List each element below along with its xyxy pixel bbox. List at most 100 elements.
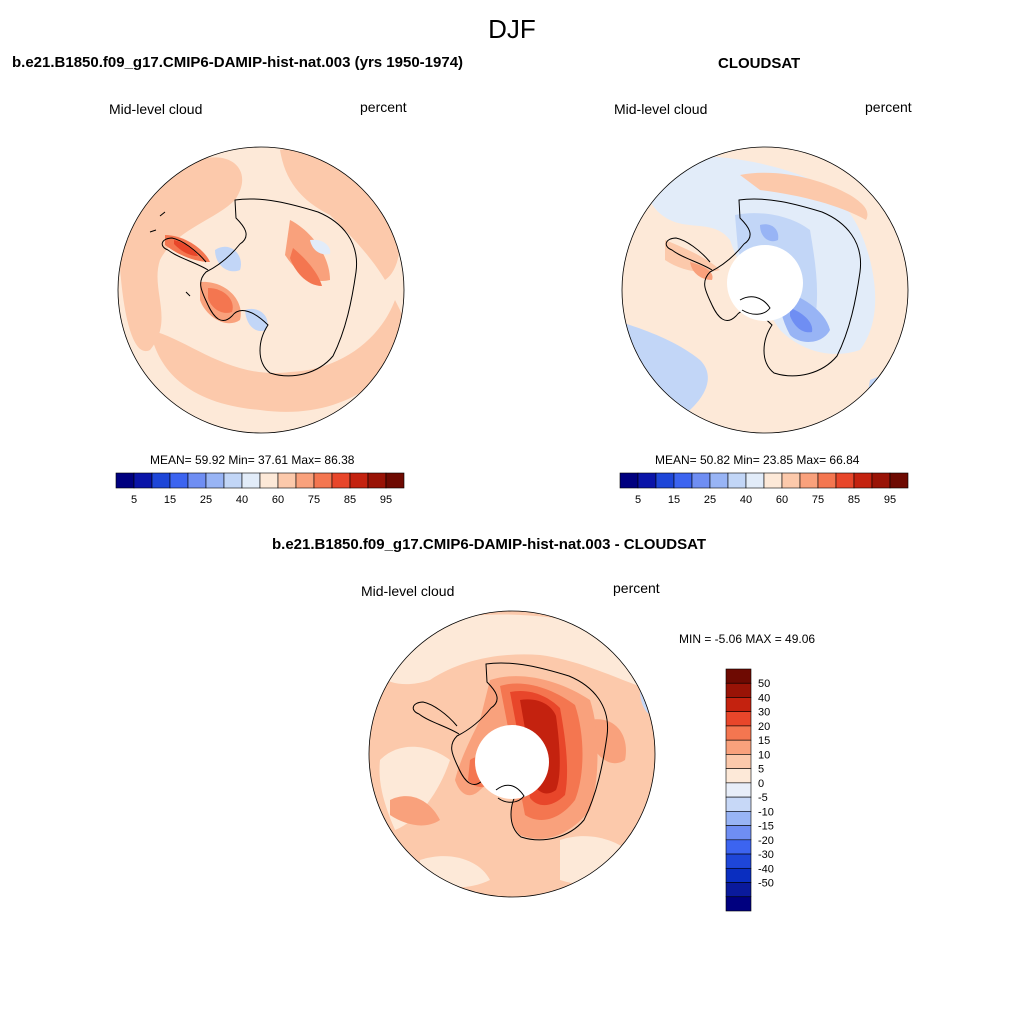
- diff-colorbar-tick-label: 5: [758, 764, 764, 776]
- diff-colorbar-tick-label: -40: [758, 863, 774, 875]
- model-colorbar-swatch: [133, 472, 153, 489]
- diff-colorbar-tick-label: 20: [758, 721, 770, 733]
- obs-colorbar-tick-label: 95: [884, 494, 896, 506]
- obs-colorbar-swatch: [871, 472, 891, 489]
- diff-panel-title: b.e21.B1850.f09_g17.CMIP6-DAMIP-hist-nat…: [272, 536, 706, 553]
- obs-colorbar-tick-label: 75: [812, 494, 824, 506]
- model-panel-title: b.e21.B1850.f09_g17.CMIP6-DAMIP-hist-nat…: [12, 54, 464, 71]
- obs-polar-map: [621, 146, 909, 434]
- obs-colorbar-tick-label: 5: [635, 494, 641, 506]
- diff-colorbar-swatch: [725, 725, 752, 741]
- model-colorbar-swatch: [241, 472, 261, 489]
- obs-colorbar-tick-label: 25: [704, 494, 716, 506]
- obs-colorbar-swatch: [727, 472, 747, 489]
- diff-colorbar-swatch: [725, 739, 752, 755]
- diff-colorbar-tick-label: -50: [758, 878, 774, 890]
- model-colorbar-tick-label: 15: [164, 494, 176, 506]
- model-colorbar-swatch: [205, 472, 225, 489]
- obs-stats: MEAN= 50.82 Min= 23.85 Max= 66.84: [655, 453, 860, 467]
- model-colorbar-tick-label: 60: [272, 494, 284, 506]
- diff-colorbar-swatch: [725, 796, 752, 812]
- model-colorbar-swatch: [259, 472, 279, 489]
- model-colorbar-tick-label: 40: [236, 494, 248, 506]
- model-colorbar-swatch: [295, 472, 315, 489]
- diff-colorbar-swatch: [725, 839, 752, 855]
- model-colorbar-tick-label: 95: [380, 494, 392, 506]
- obs-variable-label: Mid-level cloud: [614, 101, 708, 117]
- model-polar-map: [117, 146, 405, 434]
- obs-colorbar-swatch: [817, 472, 837, 489]
- model-colorbar-tick-label: 25: [200, 494, 212, 506]
- model-stats: MEAN= 59.92 Min= 37.61 Max= 86.38: [150, 453, 355, 467]
- obs-colorbar-swatch: [799, 472, 819, 489]
- diff-colorbar-tick-label: 50: [758, 678, 770, 690]
- model-colorbar-swatch: [367, 472, 387, 489]
- diff-colorbar-tick-label: 10: [758, 749, 770, 761]
- obs-panel-title: CLOUDSAT: [718, 55, 801, 72]
- obs-colorbar-tick-label: 15: [668, 494, 680, 506]
- diff-colorbar-swatch: [725, 682, 752, 698]
- diff-colorbar-swatch: [725, 867, 752, 883]
- diff-colorbar-tick-label: -20: [758, 835, 774, 847]
- diff-colorbar-swatch: [725, 711, 752, 727]
- model-variable-label: Mid-level cloud: [109, 101, 203, 117]
- diff-variable-label: Mid-level cloud: [361, 583, 455, 599]
- model-colorbar-swatch: [115, 472, 135, 489]
- diff-colorbar-tick-label: -10: [758, 806, 774, 818]
- diff-colorbar-tick-label: 40: [758, 692, 770, 704]
- diff-colorbar-swatch: [725, 782, 752, 798]
- model-colorbar-swatch: [277, 472, 297, 489]
- model-colorbar-swatch: [223, 472, 243, 489]
- model-colorbar-swatch: [313, 472, 333, 489]
- obs-colorbar-swatch: [745, 472, 765, 489]
- diff-colorbar-swatch: [725, 825, 752, 841]
- diff-colorbar-tick-label: 0: [758, 778, 764, 790]
- diff-colorbar-swatch: [725, 754, 752, 769]
- obs-colorbar-tick-label: 60: [776, 494, 788, 506]
- obs-colorbar-swatch: [835, 472, 855, 489]
- model-colorbar-tick-label: 85: [344, 494, 356, 506]
- diff-colorbar-swatch: [725, 882, 752, 898]
- obs-colorbar-swatch: [691, 472, 711, 489]
- model-colorbar: 5 15 25 40 60 75 85 95: [115, 472, 405, 506]
- figure-title: DJF: [488, 14, 536, 44]
- diff-colorbar-tick-label: 30: [758, 707, 770, 719]
- model-colorbar-swatch: [187, 472, 207, 489]
- obs-colorbar-swatch: [781, 472, 801, 489]
- obs-units-label: percent: [865, 99, 912, 115]
- model-units-label: percent: [360, 99, 407, 115]
- obs-colorbar-swatch: [763, 472, 783, 489]
- diff-stats: MIN = -5.06 MAX = 49.06: [679, 632, 816, 646]
- obs-colorbar-swatch: [889, 472, 909, 489]
- diff-units-label: percent: [613, 580, 660, 596]
- model-colorbar-swatch: [331, 472, 351, 489]
- model-colorbar-swatch: [349, 472, 369, 489]
- obs-colorbar-swatch: [655, 472, 675, 489]
- diff-colorbar-swatch: [725, 668, 752, 684]
- model-colorbar-tick-label: 5: [131, 494, 137, 506]
- obs-colorbar: 5 15 25 40 60 75 85 95: [619, 472, 909, 506]
- diff-colorbar-swatch: [725, 896, 752, 912]
- obs-colorbar-swatch: [637, 472, 657, 489]
- obs-colorbar-swatch: [673, 472, 693, 489]
- model-colorbar-swatch: [385, 472, 405, 489]
- obs-colorbar-swatch: [853, 472, 873, 489]
- diff-colorbar-tick-label: -5: [758, 792, 768, 804]
- diff-colorbar-swatch: [725, 768, 752, 784]
- diff-colorbar-swatch: [725, 811, 752, 826]
- model-colorbar-swatch: [151, 472, 171, 489]
- diff-colorbar-swatch: [725, 853, 752, 869]
- diff-colorbar-swatch: [725, 697, 752, 713]
- diff-colorbar-tick-label: -15: [758, 821, 774, 833]
- diff-colorbar-tick-label: -30: [758, 849, 774, 861]
- obs-colorbar-swatch: [619, 472, 639, 489]
- model-colorbar-swatch: [169, 472, 189, 489]
- obs-colorbar-tick-label: 85: [848, 494, 860, 506]
- obs-colorbar-tick-label: 40: [740, 494, 752, 506]
- obs-colorbar-swatch: [709, 472, 729, 489]
- model-colorbar-tick-label: 75: [308, 494, 320, 506]
- diff-polar-map: [368, 610, 656, 898]
- diff-colorbar-tick-label: 15: [758, 735, 770, 747]
